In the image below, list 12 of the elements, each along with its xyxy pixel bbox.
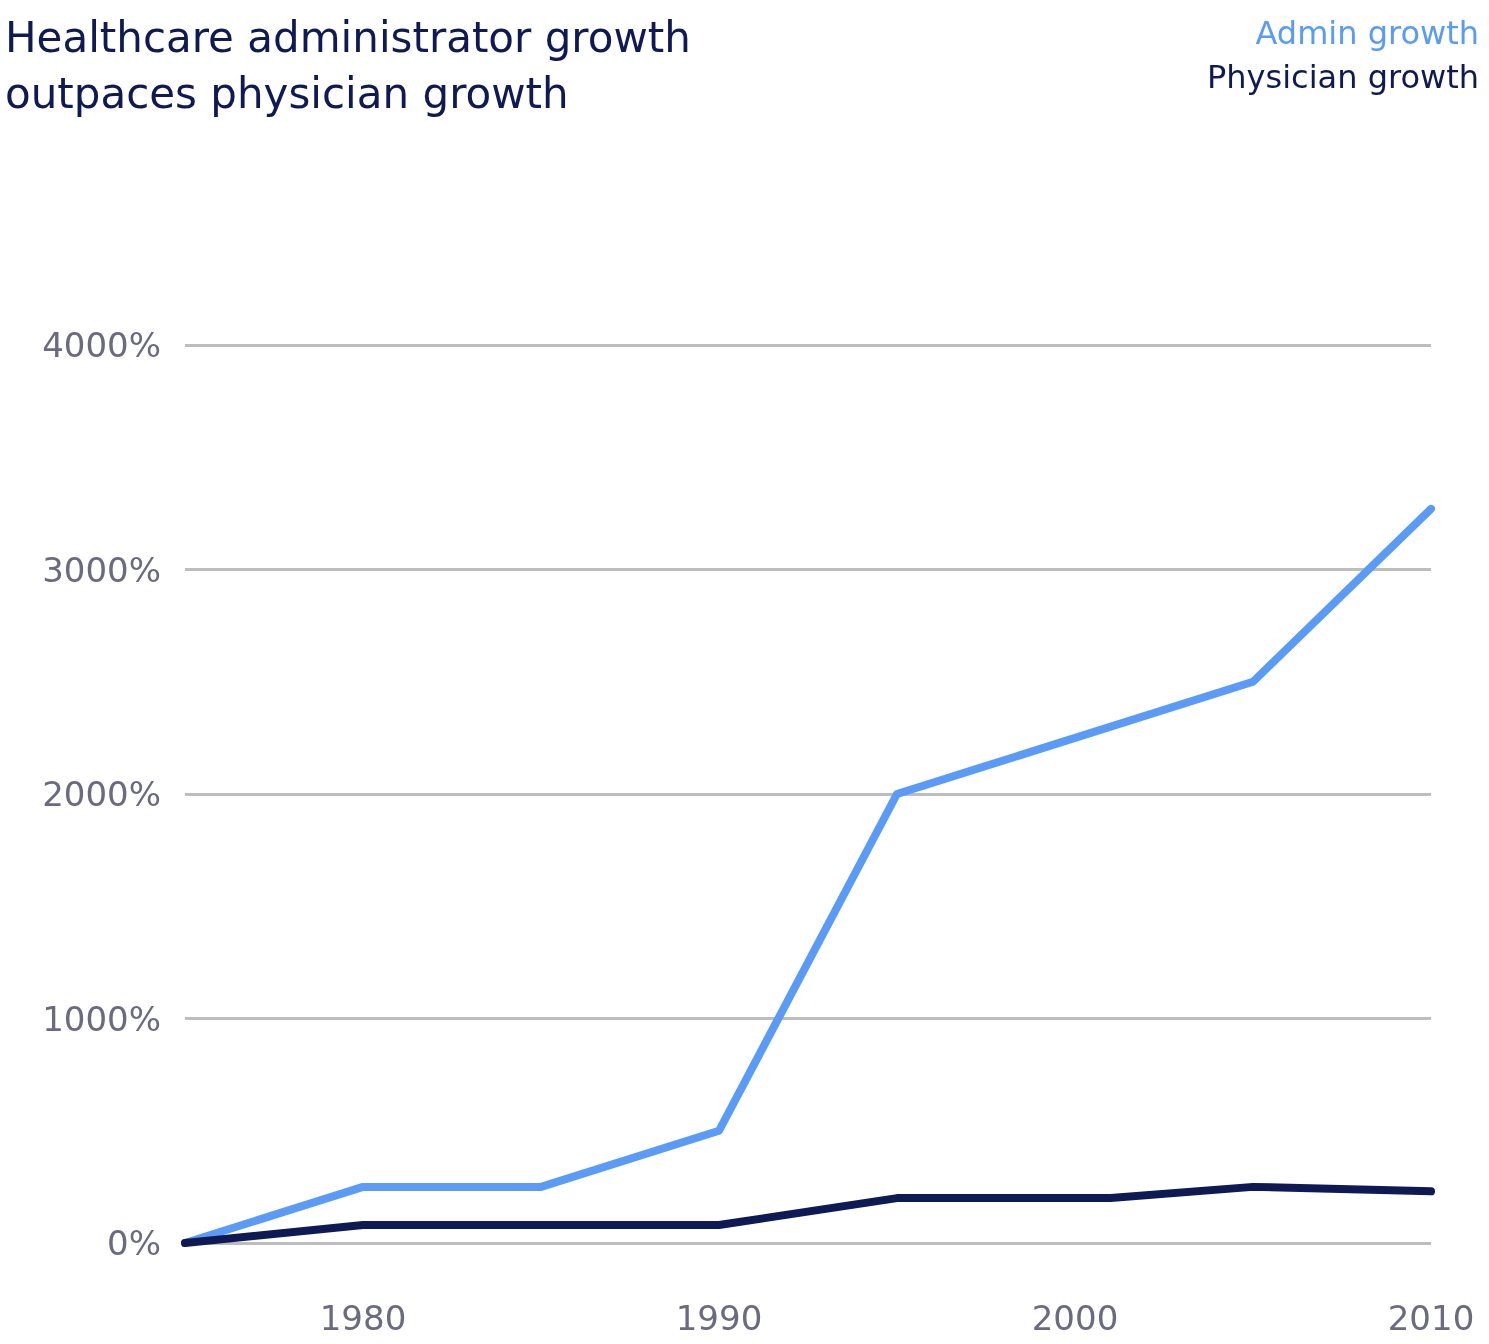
y-tick-label: 2000% [42, 774, 161, 814]
x-tick-label: 2000 [1031, 1298, 1119, 1338]
x-tick-label: 2010 [1387, 1298, 1475, 1338]
y-tick-label: 4000% [42, 325, 161, 365]
y-tick-label: 1000% [42, 998, 161, 1039]
text: Physician growth [1207, 58, 1479, 96]
x-tick-label: 1980 [319, 1298, 407, 1338]
chart-title: Healthcare administrator growth outpaces physician growth [5, 12, 691, 118]
x-tick-label: 1990 [675, 1298, 763, 1338]
text: Admin growth [1255, 14, 1479, 52]
y-tick-label: 0% [107, 1223, 161, 1263]
y-tick-label: 3000% [42, 549, 161, 590]
